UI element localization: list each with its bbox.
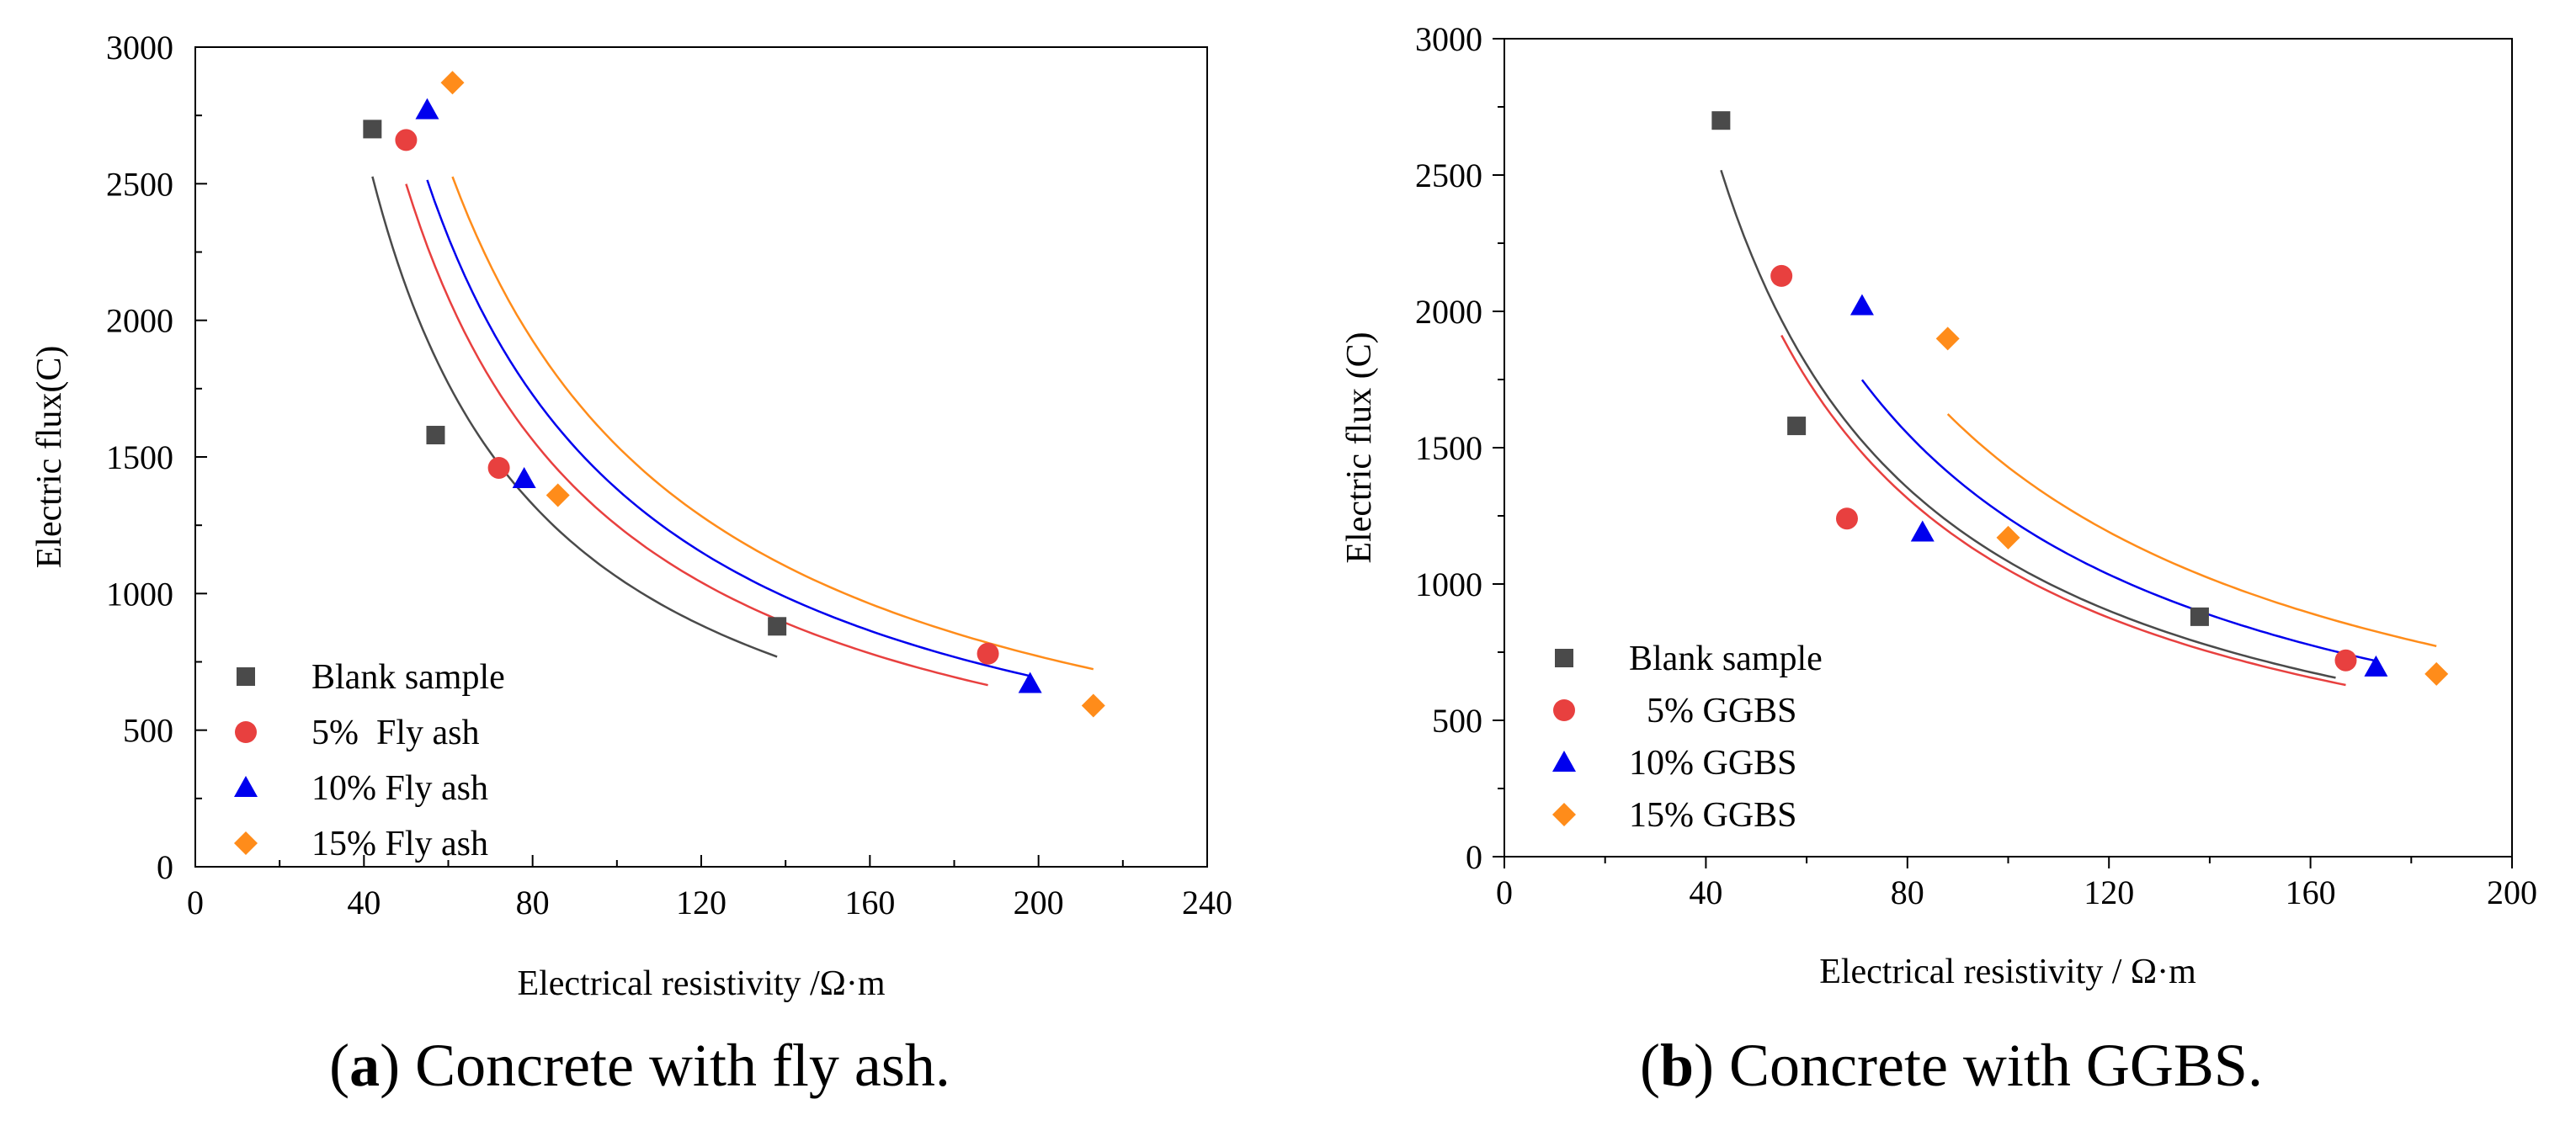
fit-curve-15-fly-ash xyxy=(451,176,1094,671)
data-point-blank-sample xyxy=(1787,417,1807,436)
x-tick-label: 120 xyxy=(2084,873,2134,911)
data-point-5-ggbs xyxy=(2334,649,2357,672)
ticks-a: 0 40 80 120 160 200 240 0 500 1000 1500 2000 2500 300… xyxy=(106,29,1232,921)
y-tick-label: 1500 xyxy=(106,438,173,476)
legend-label-5-fly-ash: 5% Fly ash xyxy=(311,714,480,752)
data-point-10-fly-ash xyxy=(415,98,439,119)
x-tick-label: 40 xyxy=(1689,873,1722,911)
y-tick-label: 1000 xyxy=(106,575,173,613)
fit-curve-15-ggbs xyxy=(1946,413,2437,648)
y-axis-label-b: Electric flux (C) xyxy=(1340,332,1379,563)
x-tick-label: 80 xyxy=(1891,873,1924,911)
data-point-15-ggbs xyxy=(1935,327,1960,351)
y-axis-label-a: Electric flux(C) xyxy=(30,346,69,569)
data-point-blank-sample xyxy=(363,119,382,139)
y-tick-label: 1000 xyxy=(1415,566,1482,603)
data-point-blank-sample xyxy=(426,426,445,445)
caption-text-b: Concrete with GGBS. xyxy=(1729,1032,2263,1099)
legend-marker-5-fly-ash xyxy=(235,721,257,743)
plot-frame-b xyxy=(1504,38,2513,858)
x-tick-label: 200 xyxy=(2487,873,2537,911)
caption-letter-b: b xyxy=(1660,1032,1694,1099)
caption-text-a: Concrete with fly ash. xyxy=(415,1032,950,1099)
data-point-15-fly-ash xyxy=(440,71,465,95)
data-point-10-fly-ash xyxy=(512,466,536,488)
data-point-blank-sample xyxy=(768,617,787,636)
data-point-blank-sample xyxy=(2190,607,2209,626)
data-point-5-fly-ash xyxy=(487,456,510,479)
fit-curve-10-ggbs xyxy=(1860,379,2376,662)
legend-marker-10-ggbs xyxy=(1552,751,1576,772)
x-tick-label: 240 xyxy=(1182,884,1232,921)
legend-marker-15-ggbs xyxy=(1552,803,1576,826)
y-tick-label: 500 xyxy=(123,712,173,750)
fit-curve-5-fly-ash xyxy=(405,183,988,687)
y-tick-label: 2500 xyxy=(1415,157,1482,194)
caption-b: (b) Concrete with GGBS. xyxy=(1640,1032,2263,1099)
legend-label-blank-sample: Blank sample xyxy=(311,658,505,697)
x-tick-label: 200 xyxy=(1014,884,1064,921)
y-tick-label: 3000 xyxy=(106,29,173,66)
legend-marker-10-fly-ash xyxy=(234,776,258,797)
data-point-15-ggbs xyxy=(2424,661,2449,686)
legend-b: Blank sample 5% GGBS 10% GGBS 15% GGBS xyxy=(1552,640,1823,835)
chart-panel-a: 0 40 80 120 160 200 240 0 500 1000 1500 2000 2500 300… xyxy=(30,29,1232,1099)
legend-label-5-ggbs: 5% GGBS xyxy=(1629,692,1797,730)
data-point-15-fly-ash xyxy=(546,483,570,507)
fit-curve-blank-sample xyxy=(371,176,778,658)
fit-curves-b xyxy=(1720,169,2437,687)
data-point-15-ggbs xyxy=(1996,525,2020,550)
data-point-blank-sample xyxy=(1711,111,1731,130)
caption-a: (a) Concrete with fly ash. xyxy=(329,1032,950,1099)
data-markers-b xyxy=(1711,111,2449,686)
data-point-10-ggbs xyxy=(1910,520,1935,542)
legend-label-blank-sample: Blank sample xyxy=(1629,640,1823,678)
y-tick-label: 2000 xyxy=(1415,293,1482,331)
caption-letter-a: a xyxy=(349,1032,380,1099)
x-tick-label: 160 xyxy=(844,884,895,921)
legend-label-15-ggbs: 15% GGBS xyxy=(1629,796,1797,835)
legend-label-10-ggbs: 10% GGBS xyxy=(1629,744,1797,783)
y-tick-label: 2500 xyxy=(106,165,173,203)
data-point-5-fly-ash xyxy=(977,642,999,665)
x-tick-label: 0 xyxy=(1496,873,1513,911)
data-point-10-ggbs xyxy=(1850,294,1874,316)
fit-curve-5-ggbs xyxy=(1780,334,2346,687)
fit-curve-10-fly-ash xyxy=(426,179,1030,677)
y-tick-label: 500 xyxy=(1432,702,1482,740)
legend-marker-blank-sample xyxy=(1555,649,1573,667)
legend-marker-5-ggbs xyxy=(1553,699,1575,721)
x-tick-label: 80 xyxy=(516,884,550,921)
x-axis-label-a: Electrical resistivity /Ω·m xyxy=(517,964,885,1003)
fit-curves-a xyxy=(371,176,1094,687)
x-tick-label: 0 xyxy=(187,884,204,921)
y-tick-label: 0 xyxy=(157,848,173,886)
legend-label-10-fly-ash: 10% Fly ash xyxy=(311,769,488,808)
x-tick-label: 40 xyxy=(347,884,381,921)
data-point-5-ggbs xyxy=(1835,507,1858,530)
data-point-5-ggbs xyxy=(1770,264,1793,287)
x-tick-label: 160 xyxy=(2286,873,2336,911)
y-tick-label: 2000 xyxy=(106,302,173,340)
legend-marker-blank-sample xyxy=(237,667,255,686)
y-tick-label: 3000 xyxy=(1415,20,1482,58)
y-tick-label: 1500 xyxy=(1415,429,1482,467)
x-axis-label-b: Electrical resistivity / Ω·m xyxy=(1819,953,2196,991)
legend-a: Blank sample 5% Fly ash 10% Fly ash 15% Fly… xyxy=(234,658,505,863)
data-point-10-fly-ash xyxy=(1018,672,1042,693)
x-tick-label: 120 xyxy=(676,884,726,921)
legend-label-15-fly-ash: 15% Fly ash xyxy=(311,825,488,863)
fit-curve-blank-sample xyxy=(1720,169,2336,679)
data-point-10-ggbs xyxy=(2364,655,2388,677)
data-point-15-fly-ash xyxy=(1081,693,1105,718)
legend-marker-15-fly-ash xyxy=(234,831,258,855)
data-markers-a xyxy=(363,71,1105,718)
y-tick-label: 0 xyxy=(1466,838,1482,876)
data-point-5-fly-ash xyxy=(395,129,418,151)
